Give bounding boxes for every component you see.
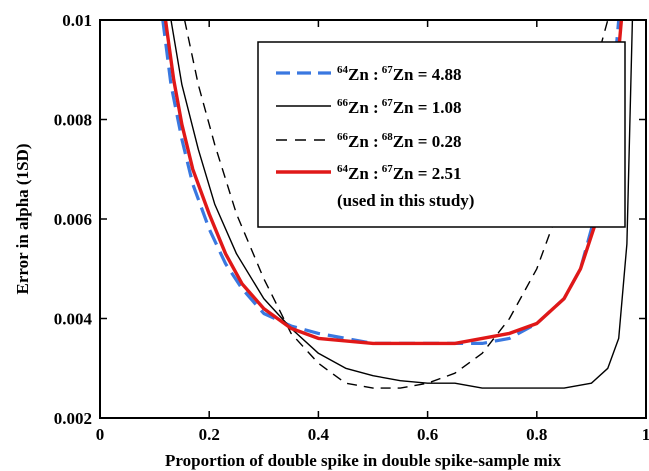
y-tick-label: 0.002: [54, 409, 92, 428]
legend-text-part: Zn :: [348, 98, 379, 117]
legend-label-1: 64Zn :67Zn = 4.88: [337, 64, 461, 84]
isotope-mass: 64: [337, 64, 349, 76]
y-axis-ticks: 0.002 0.004 0.006 0.008 0.01: [54, 11, 646, 428]
legend-text-part: Zn = 0.28: [393, 132, 462, 151]
x-tick-label: 0.4: [308, 425, 330, 444]
legend-text-part: Zn = 4.88: [393, 65, 462, 84]
legend-text-part: Zn = 2.51: [393, 164, 462, 183]
legend-label-2: 66Zn :67Zn = 1.08: [337, 97, 461, 117]
isotope-mass: 68: [382, 131, 394, 143]
y-tick-label: 0.006: [54, 210, 92, 229]
y-tick-label: 0.004: [54, 310, 93, 329]
y-axis-label: Error in alpha (1SD): [13, 144, 32, 295]
y-tick-label: 0.01: [62, 11, 92, 30]
series-line-4: [163, 20, 624, 346]
legend-text-part: Zn :: [348, 164, 379, 183]
isotope-mass: 66: [337, 131, 349, 143]
series-line-1: [161, 20, 621, 345]
x-tick-label: 0: [96, 425, 105, 444]
isotope-mass: 64: [337, 163, 349, 175]
isotope-mass: 67: [382, 97, 394, 109]
legend-label-4: 64Zn :67Zn = 2.51: [337, 163, 461, 183]
x-axis-ticks: 0 0.2 0.4 0.6 0.8 1: [96, 20, 649, 444]
legend-label-3: 66Zn :68Zn = 0.28: [337, 131, 461, 151]
isotope-mass: 66: [337, 97, 349, 109]
x-tick-label: 1: [642, 425, 649, 444]
isotope-mass: 67: [382, 64, 394, 76]
legend-text-part: Zn :: [348, 132, 379, 151]
legend-text-part: Zn = 1.08: [393, 98, 462, 117]
y-tick-label: 0.008: [54, 111, 92, 130]
legend-text-part: Zn :: [348, 65, 379, 84]
x-tick-label: 0.2: [199, 425, 220, 444]
x-tick-label: 0.6: [417, 425, 438, 444]
legend-note: (used in this study): [337, 191, 474, 210]
x-tick-label: 0.8: [526, 425, 547, 444]
x-axis-label: Proportion of double spike in double spi…: [165, 451, 561, 470]
series-line-2: [170, 20, 634, 389]
isotope-mass: 67: [382, 163, 394, 175]
